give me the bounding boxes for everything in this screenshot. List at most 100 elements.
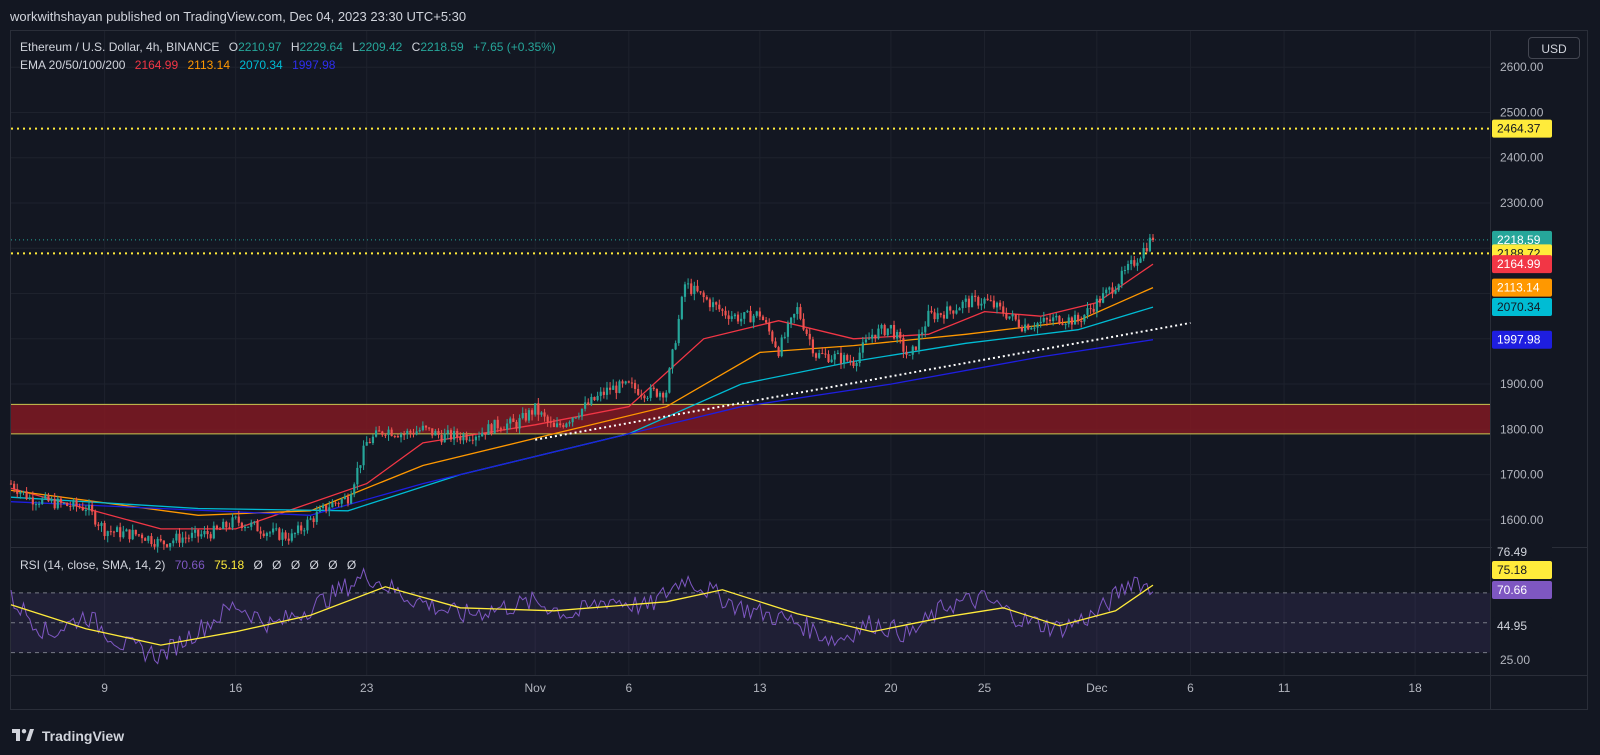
candle-body (665, 392, 668, 398)
candle-body (964, 298, 967, 302)
candle-body (864, 339, 868, 343)
candle-body (290, 533, 293, 541)
price-tick-label: 1600.00 (1500, 513, 1544, 527)
candle-body (434, 430, 437, 436)
candle-body (153, 544, 156, 547)
candle-body (780, 337, 783, 357)
candle-body (924, 326, 927, 333)
candle-body (103, 523, 106, 537)
candle-body (228, 527, 231, 529)
candle-body (699, 291, 702, 293)
price-tick-label: 1700.00 (1500, 468, 1544, 482)
candle-body (796, 307, 799, 314)
candle-body (321, 505, 325, 508)
candle-body (140, 534, 144, 539)
candle-body (87, 505, 91, 511)
candle-body (1017, 319, 1020, 327)
candle-body (861, 342, 864, 353)
candle-body (406, 430, 409, 435)
candle-body (552, 422, 556, 427)
candle-body (655, 389, 658, 397)
candle-body (527, 410, 531, 421)
candle-body (546, 416, 549, 422)
candle-body (1133, 260, 1136, 266)
candle-body (50, 498, 53, 502)
candle-body (715, 302, 718, 305)
candle-body (849, 360, 852, 362)
candle-body (203, 530, 206, 535)
candle-body (989, 300, 992, 302)
candle-body (612, 385, 615, 390)
candle-body (1083, 314, 1086, 322)
candle-body (106, 531, 109, 537)
candle-body (1055, 315, 1058, 318)
currency-button[interactable]: USD (1528, 37, 1580, 59)
rsi-sma-line (10, 584, 1154, 646)
ema-legend[interactable]: EMA 20/50/100/200 2164.99 2113.14 2070.3… (20, 58, 341, 72)
candle-body (877, 328, 880, 339)
ohlc-l-label: L (352, 40, 359, 54)
symbol-name: Ethereum / U.S. Dollar, 4h, BINANCE (20, 40, 220, 54)
rsi-tick-label: 25.00 (1500, 653, 1530, 667)
candle-body (9, 483, 13, 485)
candle-body (47, 494, 50, 502)
candle-body (424, 425, 428, 428)
ema-line-ema100 (10, 306, 1154, 512)
brand-footer[interactable]: TradingView (12, 728, 124, 744)
time-tick-label: 11 (1278, 681, 1291, 695)
candle-body (662, 392, 665, 398)
candle-body (66, 502, 69, 506)
candle-body (967, 298, 971, 308)
chart-frame[interactable] (10, 30, 1588, 710)
candle-body (403, 434, 406, 436)
rsi-extra-2: Ø (272, 558, 282, 572)
candle-body (81, 507, 84, 511)
candle-body (1048, 319, 1052, 322)
candle-body (680, 296, 683, 319)
candle-body (802, 318, 805, 330)
candle-body (1145, 248, 1148, 252)
candle-body (84, 510, 87, 512)
price-tag-bg (1492, 278, 1552, 297)
candle-body (206, 530, 209, 535)
rsi-legend[interactable]: RSI (14, close, SMA, 14, 2) 70.66 75.18 … (20, 558, 362, 572)
candle-body (683, 284, 687, 297)
candle-body (671, 349, 674, 369)
candle-body (200, 534, 203, 537)
candle-body (512, 418, 515, 422)
candle-body (343, 496, 346, 500)
candle-body (428, 427, 431, 429)
symbol-legend[interactable]: Ethereum / U.S. Dollar, 4h, BINANCE O221… (20, 40, 562, 54)
candle-body (1089, 308, 1092, 310)
candle-body (265, 533, 268, 536)
candle-body (783, 336, 786, 338)
candle-body (608, 387, 612, 390)
candle-body (331, 502, 334, 508)
rsi-tag-bg (1492, 543, 1552, 561)
candle-body (874, 334, 877, 339)
candle-body (724, 310, 727, 316)
candle-body (736, 314, 740, 322)
rsi-label: RSI (14, close, SMA, 14, 2) (20, 558, 166, 572)
candle-body (584, 402, 587, 409)
candle-body (356, 467, 359, 485)
tradingview-logo-icon (12, 728, 34, 741)
candle-body (758, 311, 761, 317)
candle-body (144, 538, 147, 541)
candle-body (275, 528, 278, 530)
candle-body (1067, 317, 1070, 325)
candle-body (381, 431, 384, 435)
candle-body (580, 408, 584, 417)
candle-body (1105, 289, 1108, 294)
candle-body (936, 313, 939, 320)
candle-body (889, 324, 893, 329)
candle-body (278, 528, 281, 540)
candle-body (384, 434, 387, 436)
candle-body (484, 432, 487, 435)
price-tag-label: 2113.14 (1497, 281, 1540, 295)
candle-body (833, 353, 836, 360)
candle-body (256, 521, 259, 532)
candle-body (465, 434, 468, 441)
candle-body (190, 532, 194, 538)
